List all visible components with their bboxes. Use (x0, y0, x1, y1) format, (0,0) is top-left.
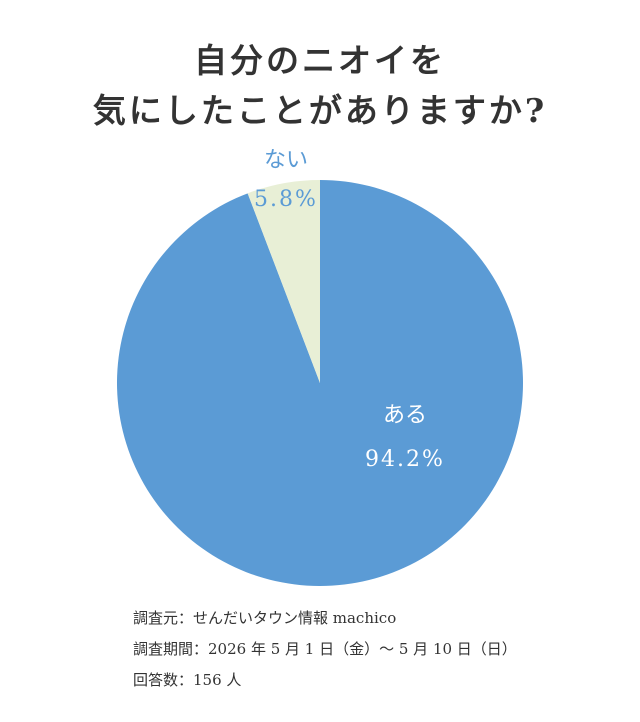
slice-value-1: 94.2% (365, 447, 445, 472)
pie-slice-1 (116, 180, 524, 587)
pie-slice-2 (247, 180, 320, 383)
survey-respondents: 回答数：156 人 (133, 671, 242, 689)
slice-label-2: ない (264, 148, 308, 173)
slice-value-2: 5.8% (254, 187, 318, 212)
survey-period: 調査期間：2026 年 5 月 1 日（金）～ 5 月 10 日（日） (133, 640, 517, 658)
survey-source: 調査元：せんだいタウン情報 machico (133, 609, 397, 627)
chart-title-line1: 自分のニオイを (194, 41, 446, 80)
chart-title-line2: 気にしたことがありますか? (92, 91, 548, 130)
slice-label-1: ある (383, 403, 427, 428)
